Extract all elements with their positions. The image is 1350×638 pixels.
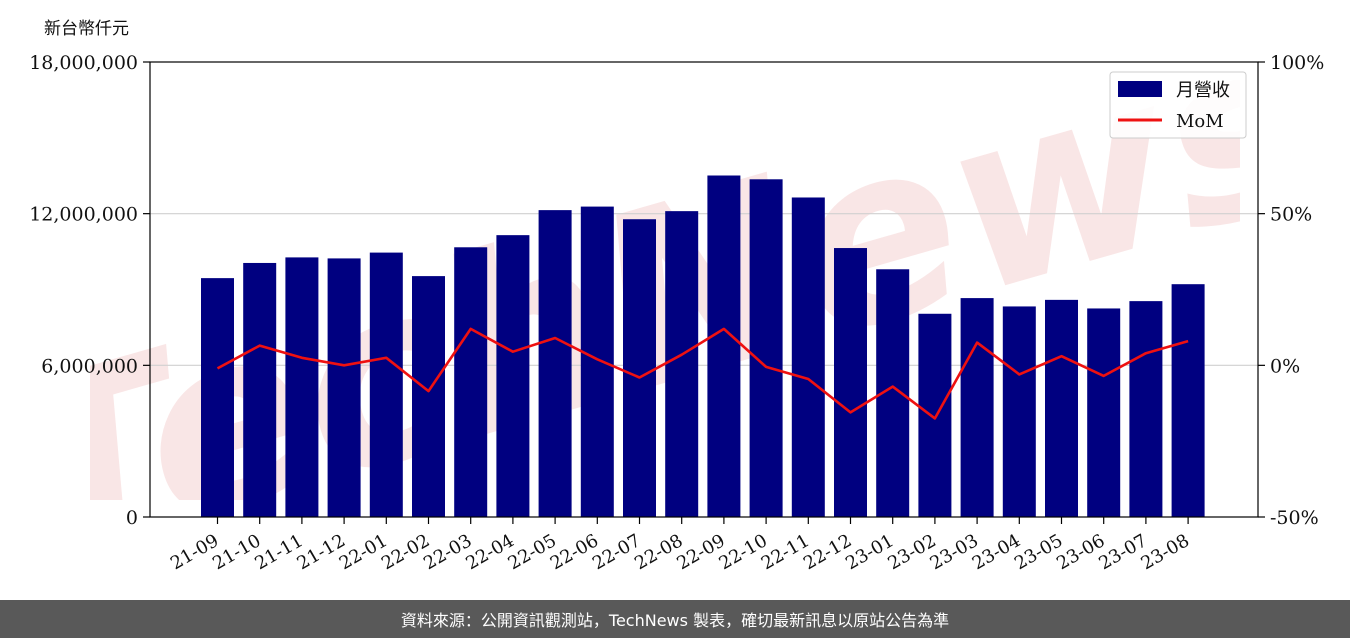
- plot-frame: [149, 61, 1259, 518]
- mom-line-path: [216, 327, 1189, 420]
- legend-label-revenue: 月營收: [1176, 80, 1230, 101]
- revenue-bar: [960, 298, 994, 517]
- revenue-bar: [538, 210, 572, 517]
- revenue-bar: [243, 262, 277, 517]
- revenue-bar: [791, 197, 825, 517]
- y-right-tick-label: -50%: [1270, 507, 1319, 529]
- legend-swatch-revenue: [1118, 81, 1162, 97]
- revenue-bar: [580, 206, 614, 518]
- y-left-tick-label: 6,000,000: [41, 355, 138, 377]
- revenue-bar: [1002, 306, 1036, 517]
- revenue-bar: [834, 248, 867, 518]
- y-right-tick-label: 100%: [1270, 52, 1324, 74]
- y-left-tick-label: 12,000,000: [29, 204, 138, 226]
- mom-line: [216, 327, 1189, 420]
- y-right-tick-label: 0%: [1270, 355, 1300, 377]
- source-footer-text: 資料來源：公開資訊觀測站，TechNews 製表，確切最新訊息以原站公告為準: [400, 611, 950, 630]
- revenue-bar: [749, 179, 783, 518]
- monthly-revenue-chart: 0 6,000,000 12,000,000 18,000,000 -50% 0% 50% 1…: [29, 52, 1324, 574]
- legend-label-mom: MoM: [1176, 111, 1224, 132]
- revenue-bar: [1087, 308, 1121, 517]
- revenue-bar: [496, 235, 530, 517]
- x-tick-label: 23-08: [1138, 530, 1193, 574]
- revenue-bar: [369, 252, 403, 517]
- revenue-bar: [1171, 284, 1205, 517]
- y-left-tick-label: 0: [126, 507, 138, 529]
- revenue-bar: [623, 219, 656, 517]
- y-right-tick-label: 50%: [1270, 204, 1312, 226]
- revenue-bar: [285, 257, 319, 517]
- legend: 月營收 MoM: [1109, 71, 1247, 139]
- revenue-bar: [327, 258, 361, 517]
- y-left-tick-label: 18,000,000: [29, 52, 138, 74]
- revenue-bar: [454, 247, 488, 517]
- revenue-bar: [1129, 301, 1163, 517]
- revenue-bar: [1045, 299, 1078, 517]
- revenue-bar: [201, 278, 234, 517]
- source-footer: 資料來源：公開資訊觀測站，TechNews 製表，確切最新訊息以原站公告為準: [0, 600, 1350, 638]
- revenue-bar: [918, 313, 952, 517]
- revenue-bar: [707, 175, 741, 517]
- revenue-bars: [201, 175, 1205, 518]
- y-axis-unit-label: 新台幣仟元: [44, 19, 129, 39]
- revenue-bar: [412, 276, 445, 517]
- revenue-bar: [665, 211, 699, 517]
